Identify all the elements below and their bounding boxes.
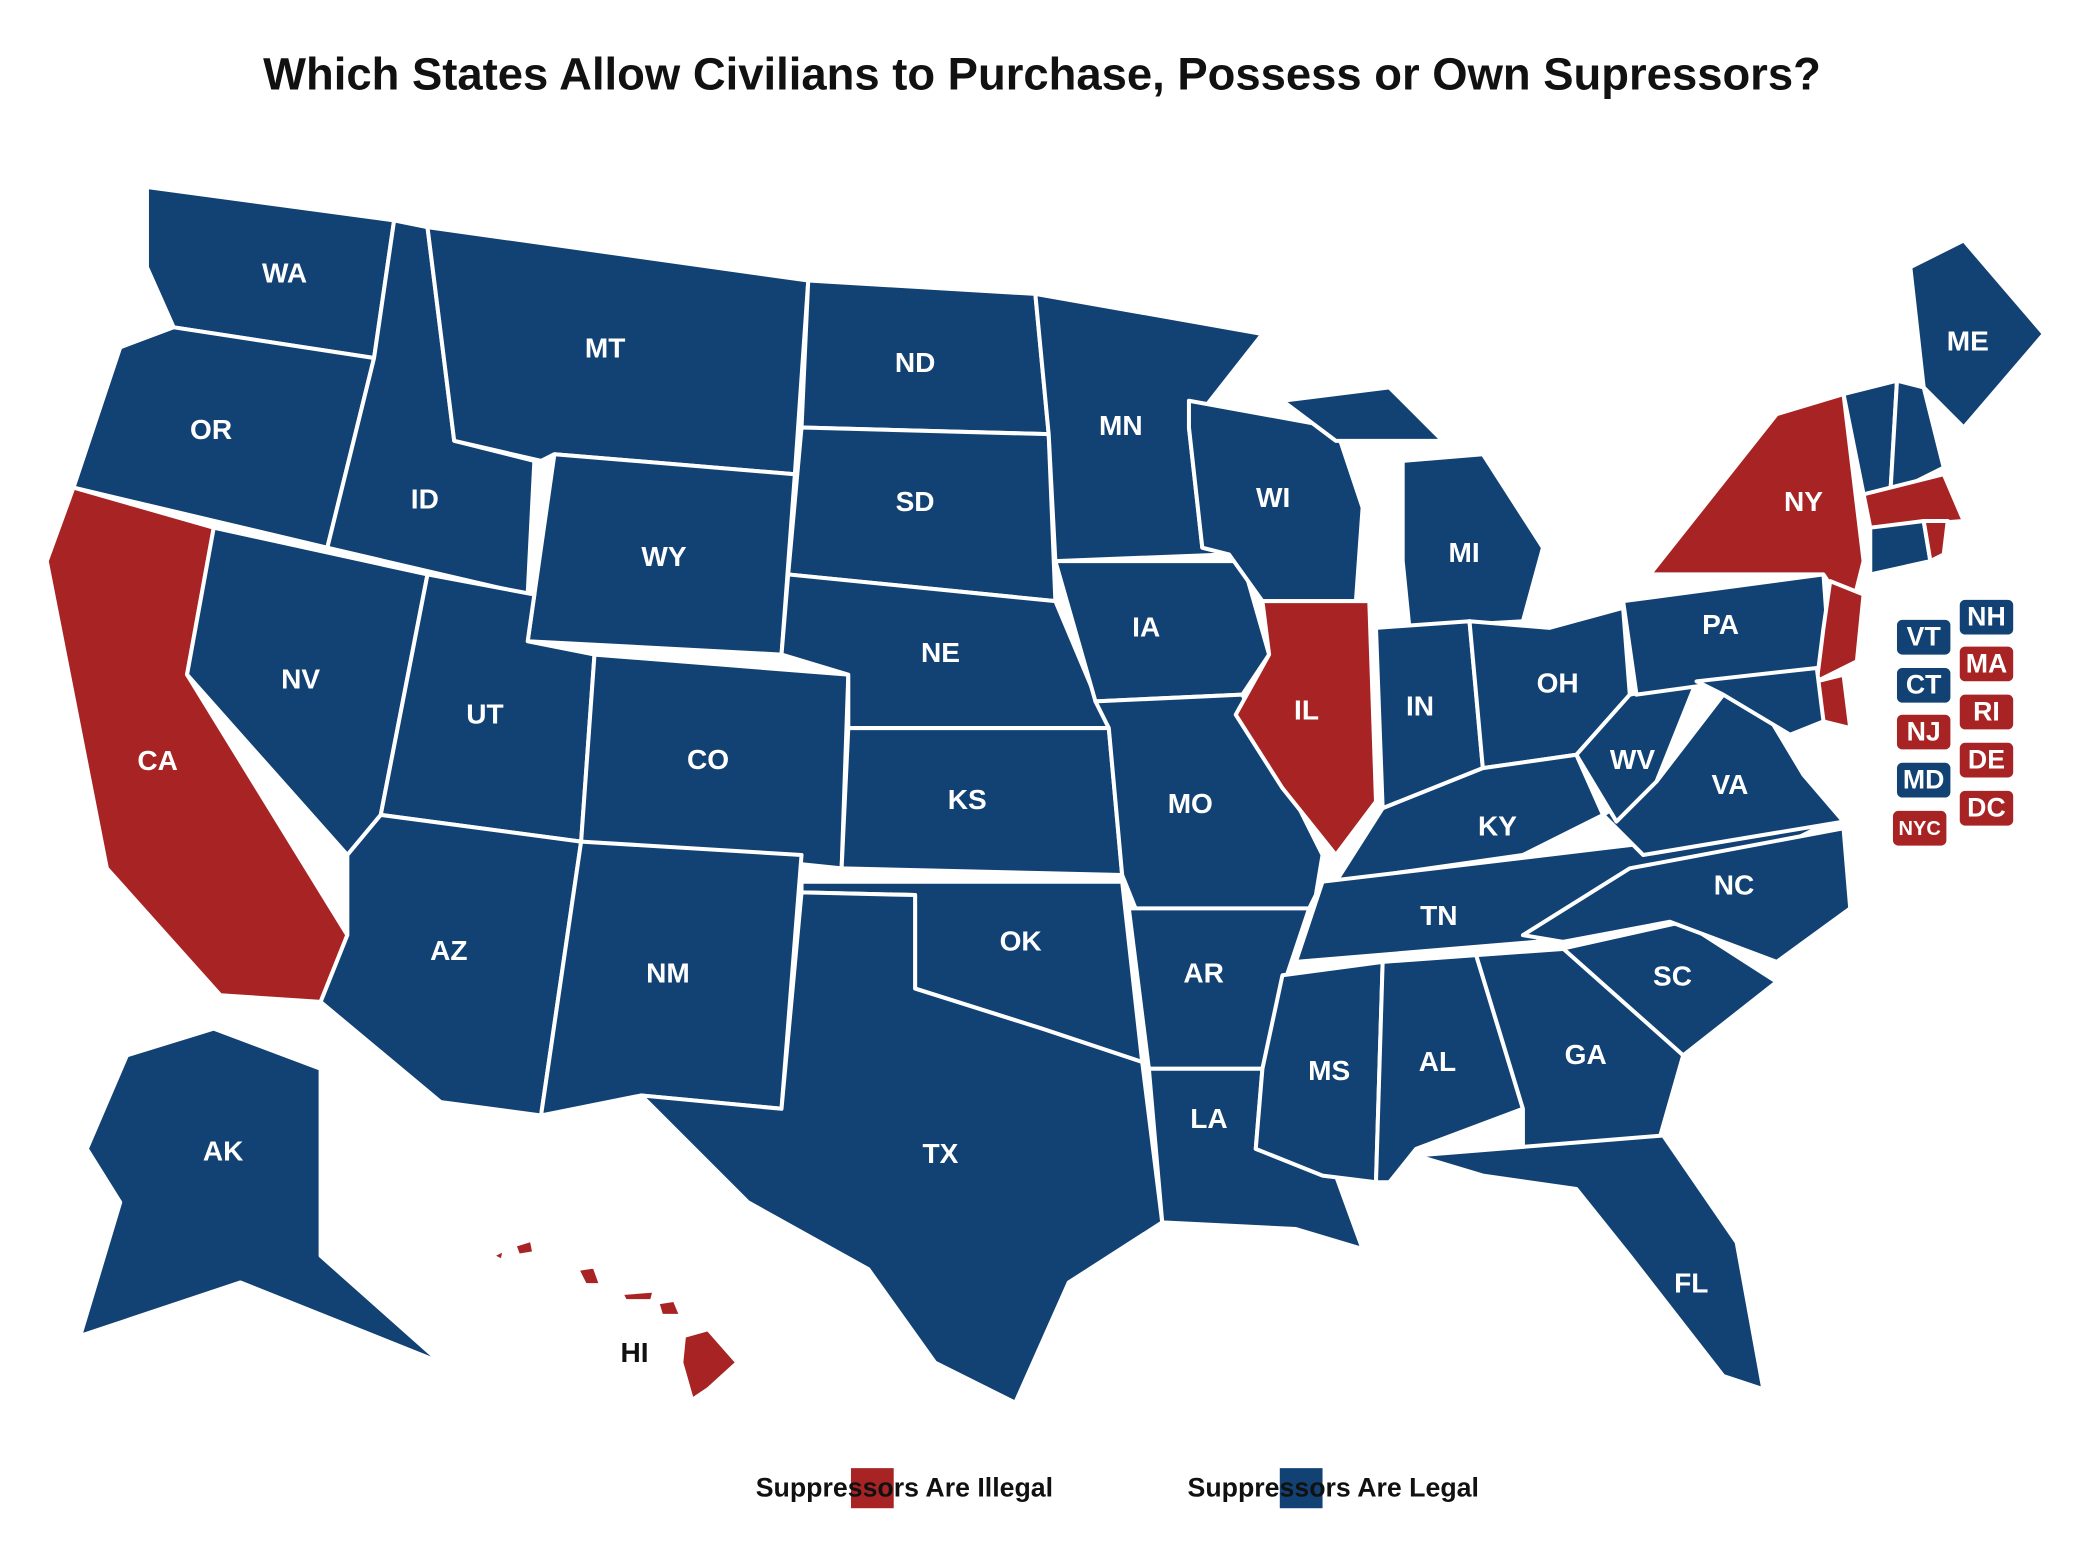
state-label: MO — [1168, 788, 1213, 819]
state-label: AK — [203, 1135, 244, 1166]
state-label: FL — [1674, 1268, 1708, 1299]
state-label: MI — [1449, 537, 1480, 568]
state-label: NY — [1784, 486, 1823, 517]
state-shape — [1520, 826, 1853, 964]
state-label: SD — [896, 486, 935, 517]
state-label: MN — [1099, 410, 1143, 441]
state-label: ND — [895, 347, 936, 378]
state-badge-label: MA — [1966, 648, 2008, 678]
state-label: OK — [1000, 926, 1042, 957]
state-badge — [1959, 694, 2014, 730]
state-badge — [1959, 790, 2014, 826]
state-badge — [1892, 810, 1947, 846]
state-badge — [1896, 667, 1951, 703]
state-shape — [639, 890, 1165, 1405]
state-label: WA — [262, 258, 307, 289]
state-badge-label: NH — [1967, 602, 2006, 632]
state-label: UT — [466, 698, 503, 729]
state-label: WY — [641, 541, 686, 572]
state-label: WI — [1256, 482, 1290, 513]
state-shape — [1647, 392, 1866, 617]
state-badge-label: DE — [1968, 745, 2005, 775]
state-label: GA — [1565, 1039, 1607, 1070]
state-label: CA — [137, 745, 178, 776]
state-label: OR — [190, 414, 232, 445]
state-label: ID — [411, 483, 439, 514]
state-label: HI — [621, 1337, 649, 1368]
state-label: WV — [1610, 744, 1655, 775]
legend-swatch — [1279, 1468, 1323, 1509]
state-shape — [1908, 238, 2046, 430]
legend: Suppressors Are Illegal Suppressors Are L… — [756, 1468, 1479, 1509]
state-label: IN — [1406, 690, 1434, 721]
state-label: KS — [948, 784, 987, 815]
state-shape — [1053, 559, 1272, 704]
state-shape — [1233, 599, 1378, 857]
state-badge-label: CT — [1906, 670, 1942, 700]
state-label: NE — [921, 637, 960, 668]
state-label: ME — [1947, 326, 1989, 357]
state-label: NM — [646, 958, 690, 989]
state-label: PA — [1702, 609, 1739, 640]
state-labels: WA OR CA NV ID MT WY UT AZ CO NM ND SD NE KS OK TX MN IA MO… — [137, 258, 2014, 1368]
state-label: KY — [1478, 811, 1517, 842]
state-badge-label: DC — [1967, 793, 2006, 823]
state-label: LA — [1190, 1103, 1227, 1134]
state-badge — [1959, 599, 2014, 635]
state-label: NV — [281, 664, 320, 695]
state-shape — [575, 1264, 604, 1288]
state-label: VA — [1712, 769, 1749, 800]
state-shape — [1694, 665, 1826, 737]
state-shape — [512, 1237, 537, 1258]
state-shape — [655, 1297, 684, 1318]
legend-label: Suppressors Are Legal — [1188, 1473, 1479, 1503]
map-title: Which States Allow Civilians to Purchase… — [263, 48, 1821, 99]
legend-swatch — [850, 1468, 894, 1509]
state-shape — [1280, 385, 1445, 443]
state-label: AZ — [430, 935, 467, 966]
state-shape — [1868, 518, 1933, 577]
state-shape — [1814, 579, 1866, 684]
state-badge — [1959, 646, 2014, 682]
state-label: CO — [687, 744, 729, 775]
state-shape — [1400, 452, 1545, 630]
state-shape — [71, 325, 377, 550]
state-shape — [1601, 692, 1846, 857]
state-label: TX — [923, 1138, 959, 1169]
state-shape — [1414, 1133, 1766, 1392]
state-shape — [1574, 679, 1699, 824]
state-shape — [78, 1026, 443, 1365]
state-shape — [679, 1327, 740, 1403]
state-shape — [1560, 919, 1779, 1058]
state-badge-label: NYC — [1899, 818, 1941, 840]
state-badge — [1896, 762, 1951, 798]
state-label: IA — [1132, 612, 1160, 643]
state-badge-label: VT — [1907, 622, 1942, 652]
state-label: IL — [1294, 694, 1319, 725]
state-label: NC — [1714, 869, 1755, 900]
state-badge-label: NJ — [1907, 716, 1941, 746]
state-badge-label: MD — [1903, 765, 1945, 795]
state-badge — [1959, 742, 2014, 778]
state-label: AL — [1419, 1046, 1456, 1077]
state-badge — [1896, 619, 1951, 655]
state-shape — [1861, 472, 1966, 530]
state-badge-label: RI — [1973, 696, 2000, 726]
state-shape — [619, 1288, 657, 1304]
state-label: AR — [1183, 958, 1224, 989]
state-label: MS — [1308, 1055, 1350, 1086]
state-shape — [1888, 378, 1946, 497]
state-label: OH — [1537, 668, 1579, 699]
state-shape — [1921, 518, 1950, 564]
legend-label: Suppressors Are Illegal — [756, 1473, 1053, 1503]
states — [44, 185, 2046, 1405]
state-badge — [1896, 714, 1951, 750]
state-shape — [489, 1247, 507, 1264]
state-label: TN — [1420, 900, 1457, 931]
state-label: SC — [1653, 960, 1692, 991]
state-label: MT — [585, 332, 626, 363]
